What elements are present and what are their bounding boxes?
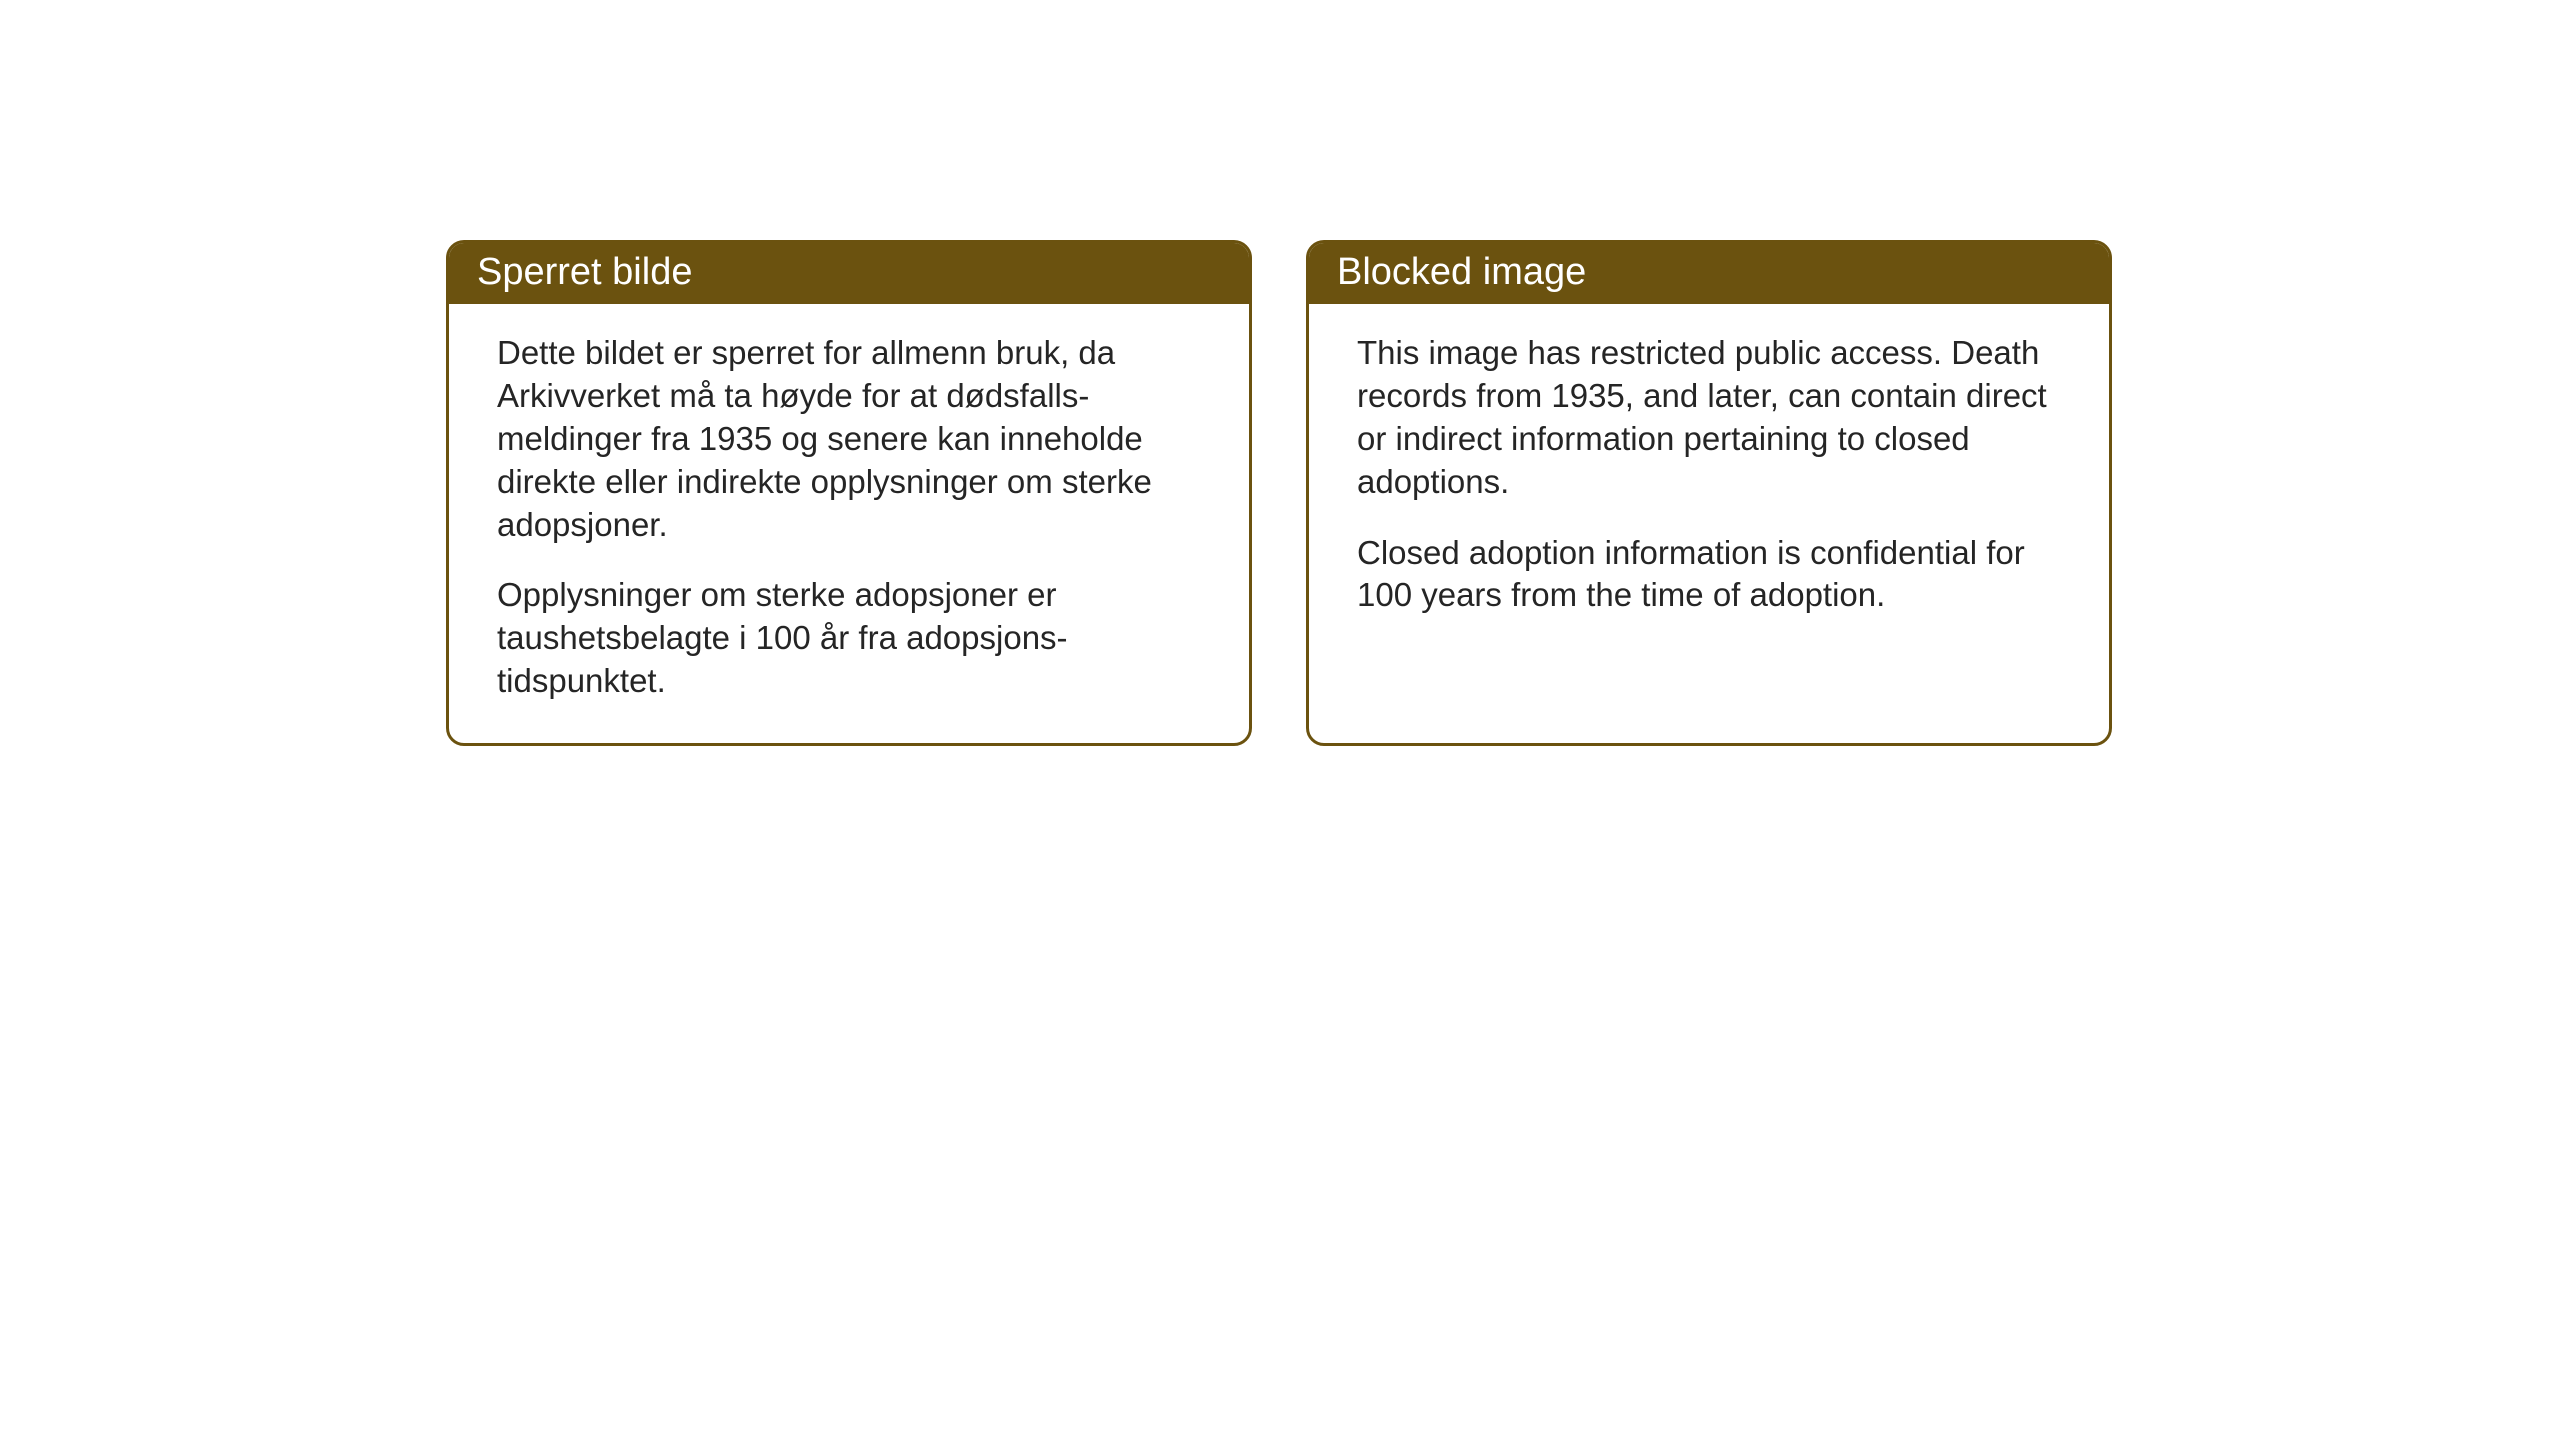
notice-header-english: Blocked image [1309, 243, 2109, 304]
notice-box-english: Blocked image This image has restricted … [1306, 240, 2112, 746]
notice-header-norwegian: Sperret bilde [449, 243, 1249, 304]
notice-paragraph-1-norwegian: Dette bildet er sperret for allmenn bruk… [497, 332, 1207, 546]
notice-paragraph-1-english: This image has restricted public access.… [1357, 332, 2067, 504]
notice-body-norwegian: Dette bildet er sperret for allmenn bruk… [449, 304, 1249, 743]
notice-paragraph-2-norwegian: Opplysninger om sterke adopsjoner er tau… [497, 574, 1207, 703]
notice-paragraph-2-english: Closed adoption information is confident… [1357, 532, 2067, 618]
notice-box-norwegian: Sperret bilde Dette bildet er sperret fo… [446, 240, 1252, 746]
notice-container: Sperret bilde Dette bildet er sperret fo… [446, 240, 2112, 746]
notice-body-english: This image has restricted public access.… [1309, 304, 2109, 657]
